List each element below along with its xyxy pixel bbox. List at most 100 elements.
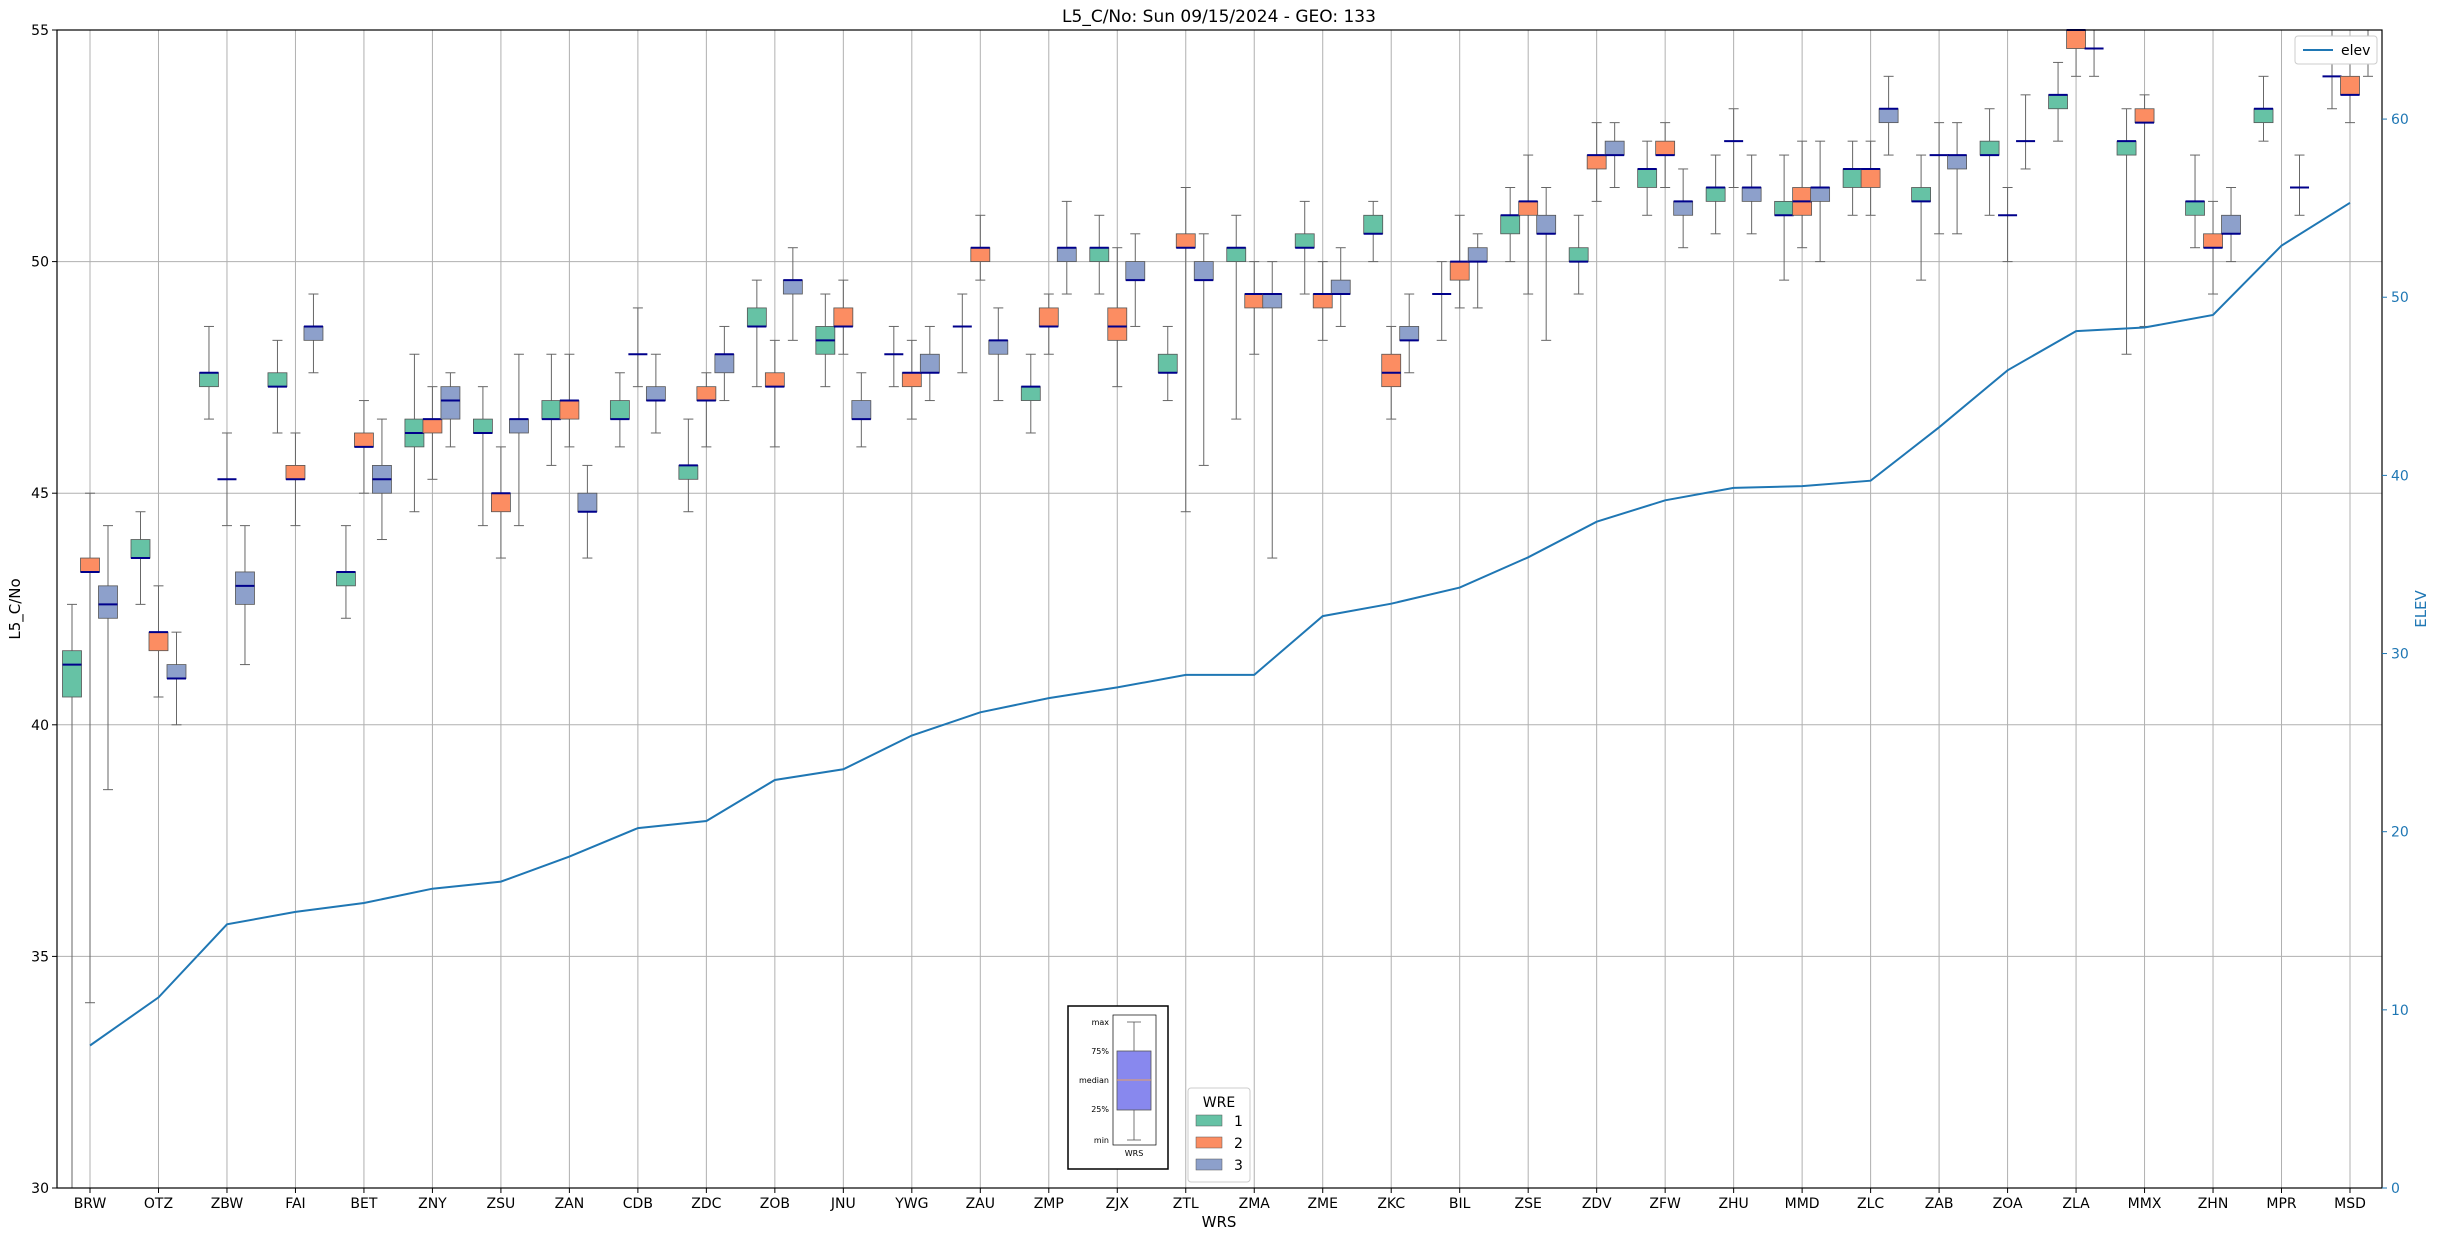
box-ZHN-wre3: [2221, 186, 2241, 263]
right-tick-label: 20: [2391, 825, 2409, 841]
box-BIL-wre2: [1449, 214, 1470, 309]
box-body: [577, 492, 598, 513]
x-tick-label: CDB: [623, 1196, 653, 1212]
box-body: [1979, 140, 2000, 156]
box-body: [678, 465, 699, 480]
box-ZHN-wre1: [2185, 154, 2205, 249]
box-body: [919, 353, 940, 374]
box-BET-wre2: [354, 400, 374, 494]
box-body: [988, 339, 1009, 355]
box-ZLC-wre2: [1860, 140, 1881, 216]
inset-label-median: median: [1079, 1076, 1109, 1085]
box-YWG-wre1: [884, 325, 904, 388]
wre-legend-frame: [1187, 1087, 1251, 1183]
box-body: [267, 372, 288, 388]
box-ZBW-wre3: [235, 525, 255, 666]
box-body: [1860, 168, 1881, 188]
box-body: [62, 650, 82, 698]
wre-legend-title: WRE: [1203, 1095, 1235, 1111]
wre-legend: WRE 1 2 3: [1187, 1087, 1251, 1183]
box-ZDC-wre1: [678, 418, 699, 513]
x-tick-label: ZJX: [1106, 1196, 1130, 1212]
x-axis: BRW OTZ ZBW FAI BET ZNY ZSU ZAN CDB ZDC ZOB JNU YWG Z…: [74, 1188, 2366, 1212]
box-body: [764, 372, 785, 388]
box-body: [491, 492, 511, 513]
box-ZFW-wre1: [1637, 140, 1658, 216]
box-body: [303, 326, 324, 341]
right-tick-label: 50: [2391, 290, 2409, 306]
box-body: [1878, 108, 1899, 124]
box-body: [1089, 247, 1110, 262]
x-tick-label: ZSU: [487, 1196, 516, 1212]
x-tick-label: ZDV: [1582, 1196, 1612, 1212]
box-ZBW-wre2: [217, 432, 237, 527]
box-ZOA-wre2: [1998, 186, 2018, 263]
box-body: [130, 539, 151, 559]
x-tick-label: ZMP: [1034, 1196, 1064, 1212]
box-body: [1741, 187, 1762, 202]
right-tick-label: 40: [2391, 468, 2409, 484]
chart-title: L5_C/No: Sun 09/15/2024 - GEO: 133: [1062, 7, 1376, 27]
box-ZHU-wre3: [1741, 154, 1762, 235]
box-body: [2253, 108, 2274, 124]
box-BIL-wre3: [1467, 233, 1488, 309]
box-MSD-wre2: [2340, 48, 2360, 124]
x-tick-label: ZHU: [1718, 1196, 1748, 1212]
box-body: [696, 386, 717, 401]
x-tick-label: YWG: [894, 1196, 928, 1212]
box-body: [1500, 214, 1521, 235]
box-body: [1226, 247, 1247, 262]
right-tick-label: 60: [2391, 112, 2409, 128]
box-ZAB-wre3: [1947, 122, 1967, 235]
inset-label-min: min: [1094, 1136, 1109, 1145]
box-ZFW-wre3: [1673, 168, 1694, 249]
inset-label-max: max: [1092, 1018, 1110, 1027]
box-ZBW-wre1: [199, 325, 219, 420]
box-ZFW-wre2: [1655, 122, 1676, 188]
box-FAI-wre1: [267, 339, 288, 434]
y-tick-label: 35: [31, 949, 49, 965]
box-body: [1262, 293, 1283, 309]
y-tick-label: 55: [31, 23, 49, 39]
x-axis-label: WRS: [1202, 1213, 1237, 1231]
elev-legend-frame: [2294, 35, 2378, 65]
box-ZOB-wre3: [782, 247, 803, 341]
box-ZSU-wre1: [473, 386, 493, 527]
box-body: [422, 418, 443, 434]
box-body: [2340, 75, 2360, 96]
box-ZTL-wre3: [1193, 233, 1214, 466]
box-MMX-wre1: [2116, 108, 2137, 355]
x-tick-label: ZBW: [211, 1196, 244, 1212]
box-body: [1020, 386, 1041, 401]
box-ZOB-wre2: [764, 339, 785, 448]
box-body: [901, 372, 922, 388]
box-ZOA-wre3: [2016, 94, 2036, 170]
box-MMD-wre3: [1810, 140, 1831, 263]
box-body: [1125, 261, 1146, 281]
x-tick-label: ZLA: [2062, 1196, 2090, 1212]
box-ZOA-wre1: [1979, 108, 2000, 216]
box-ZMP-wre1: [1020, 353, 1041, 434]
box-body: [354, 432, 374, 448]
box-body: [1911, 187, 1931, 202]
box-body: [336, 571, 356, 587]
box-YWG-wre2: [901, 339, 922, 420]
box-body: [1175, 233, 1196, 249]
box-MMX-wre2: [2134, 94, 2155, 327]
x-tick-label: ZSE: [1515, 1196, 1542, 1212]
box-OTZ-wre2: [148, 585, 169, 698]
box-ZME-wre2: [1312, 261, 1333, 341]
x-tick-label: ZDC: [691, 1196, 721, 1212]
box-body: [559, 400, 580, 420]
x-tick-label: MPR: [2266, 1196, 2297, 1212]
box-body: [1673, 200, 1694, 216]
box-BRW-wre1: [62, 603, 82, 1188]
y-tick-label: 40: [31, 718, 49, 734]
box-body: [746, 307, 767, 327]
box-body: [1312, 293, 1333, 309]
elev-legend: elev: [2294, 35, 2378, 65]
x-tick-label: BIL: [1449, 1196, 1471, 1212]
elev-line: [89, 201, 2351, 1047]
plot-frame: [56, 29, 2383, 1189]
